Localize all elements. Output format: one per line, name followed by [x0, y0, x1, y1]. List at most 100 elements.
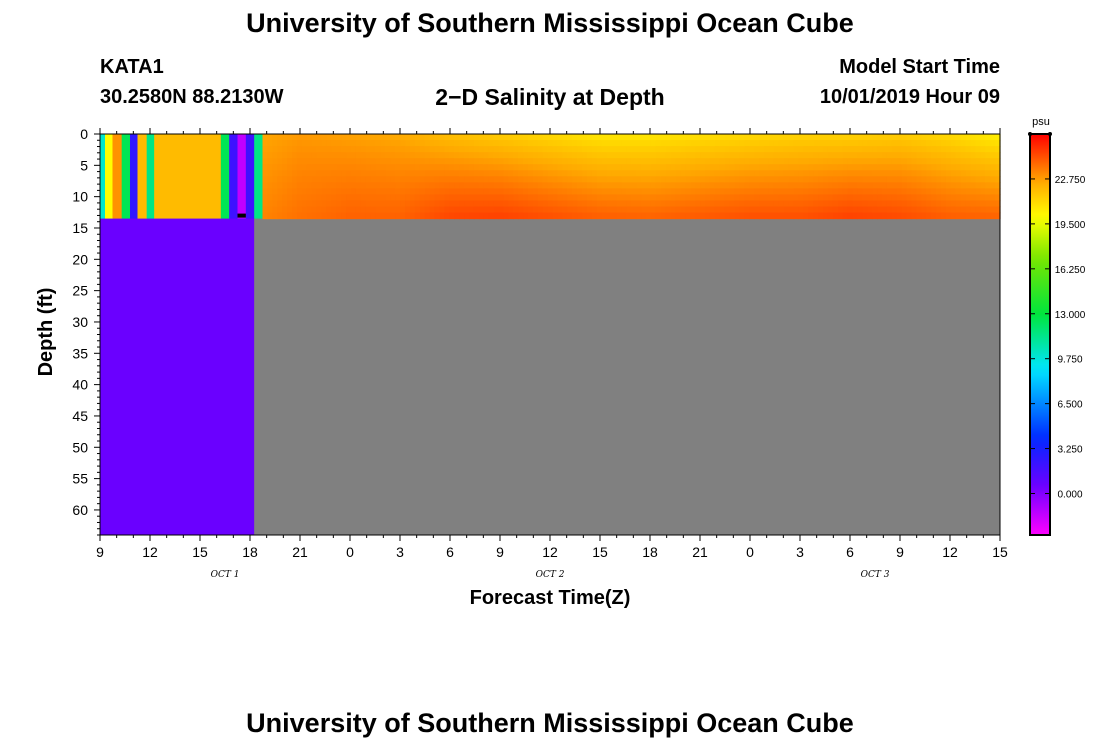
field-cell [528, 134, 534, 141]
field-cell [980, 152, 986, 159]
field-cell [803, 194, 809, 202]
field-cell [941, 194, 947, 202]
field-cell [926, 212, 932, 220]
field-cell [773, 140, 780, 147]
field-cell [803, 200, 809, 208]
field-cell [537, 200, 544, 208]
field-cell [877, 188, 883, 196]
field-cell [419, 200, 426, 208]
field-cell [410, 152, 416, 159]
early-strip-1 [105, 134, 113, 219]
field-cell [680, 206, 686, 214]
field-cell [655, 158, 662, 165]
field-cell [557, 140, 564, 147]
field-cell [675, 200, 682, 208]
field-cell [542, 164, 549, 171]
field-cell [842, 176, 849, 183]
field-cell [847, 164, 854, 171]
field-cell [749, 194, 755, 202]
field-cell [400, 140, 406, 147]
field-cell [995, 212, 1001, 220]
field-cell [331, 146, 337, 153]
field-cell [292, 206, 298, 214]
field-cell [370, 134, 377, 141]
field-cell [277, 176, 283, 183]
field-cell [700, 182, 706, 189]
field-cell [955, 194, 962, 202]
field-cell [985, 158, 991, 165]
field-cell [842, 146, 849, 153]
field-cell [262, 170, 269, 177]
field-cell [272, 140, 278, 147]
field-cell [395, 146, 401, 153]
field-cell [380, 188, 387, 196]
field-cell [311, 212, 318, 220]
field-cell [886, 158, 893, 165]
field-cell [626, 140, 632, 147]
field-cell [773, 200, 780, 208]
field-cell [287, 212, 293, 220]
field-cell [326, 212, 332, 220]
field-cell [532, 182, 539, 189]
field-cell [351, 146, 357, 153]
field-cell [601, 206, 608, 214]
y-tick-label: 55 [72, 471, 88, 487]
field-cell [827, 194, 834, 202]
field-cell [444, 212, 450, 220]
field-cell [754, 152, 760, 159]
field-cell [926, 158, 932, 165]
field-cell [916, 200, 922, 208]
field-cell [705, 134, 711, 141]
field-cell [778, 140, 785, 147]
field-cell [414, 152, 421, 159]
field-cell [346, 170, 352, 177]
field-cell [803, 140, 809, 147]
field-cell [926, 194, 932, 202]
field-cell [272, 194, 278, 202]
field-cell [547, 188, 554, 196]
field-cell [886, 152, 893, 159]
field-cell [695, 170, 701, 177]
field-cell [931, 158, 937, 165]
field-cell [700, 158, 706, 165]
field-cell [459, 200, 465, 208]
field-cell [296, 134, 303, 141]
field-cell [754, 158, 760, 165]
field-cell [449, 164, 455, 171]
field-cell [990, 152, 996, 159]
field-cell [906, 158, 913, 165]
field-cell [646, 134, 652, 141]
field-cell [469, 212, 475, 220]
field-cell [400, 158, 406, 165]
field-cell [360, 140, 367, 147]
field-cell [916, 134, 922, 141]
field-cell [292, 158, 298, 165]
field-cell [921, 152, 927, 159]
field-cell [296, 206, 303, 214]
field-cell [311, 206, 318, 214]
field-cell [483, 152, 490, 159]
field-cell [582, 200, 588, 208]
field-cell [562, 182, 568, 189]
field-cell [945, 194, 952, 202]
field-cell [503, 176, 509, 183]
y-tick-label: 35 [72, 345, 88, 361]
field-cell [636, 158, 642, 165]
field-cell [390, 200, 396, 208]
field-cell [837, 170, 844, 177]
field-cell [823, 212, 829, 220]
field-cell [577, 212, 583, 220]
field-cell [768, 152, 775, 159]
field-cell [488, 176, 495, 183]
field-cell [670, 164, 677, 171]
field-cell [611, 188, 618, 196]
field-cell [670, 194, 677, 202]
field-cell [331, 206, 337, 214]
field-cell [985, 200, 991, 208]
colorbar: 0.0003.2506.5009.75013.00016.25019.50022… [1028, 132, 1086, 536]
field-cell [503, 212, 509, 220]
field-cell [950, 158, 957, 165]
field-cell [665, 134, 672, 141]
field-cell [857, 164, 863, 171]
x-tick-label: 18 [242, 544, 258, 560]
